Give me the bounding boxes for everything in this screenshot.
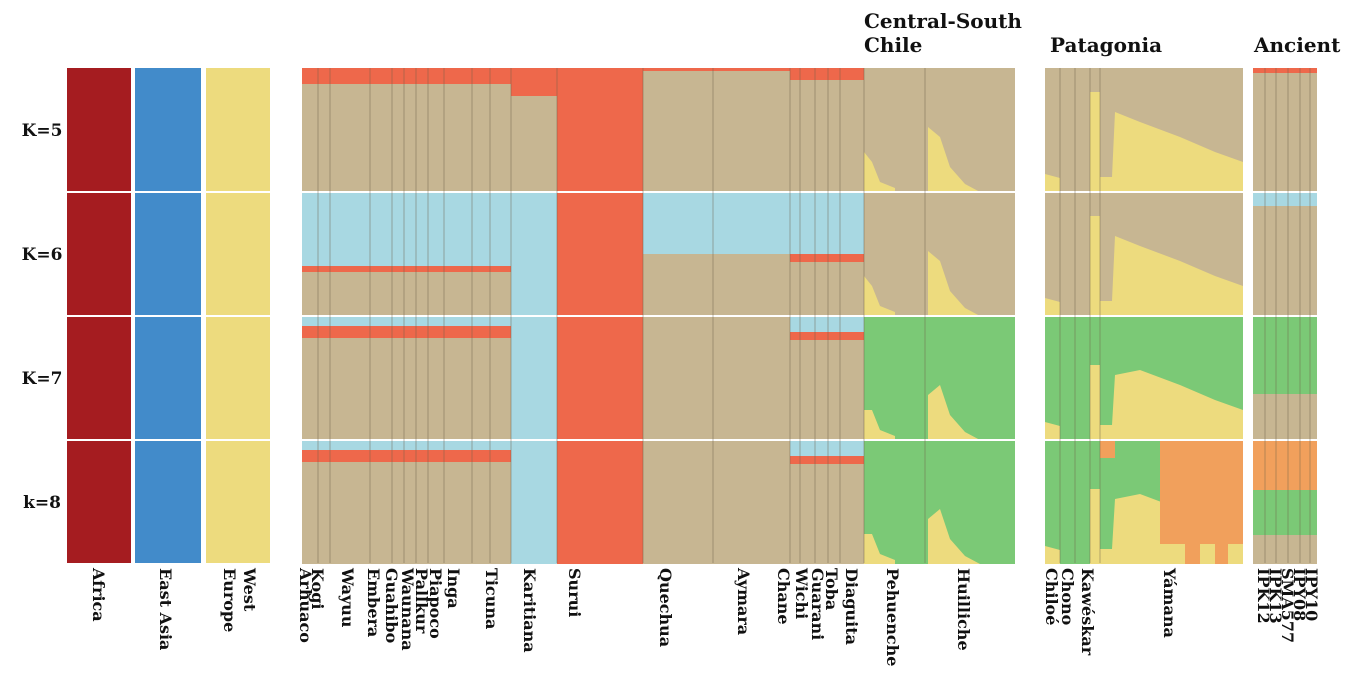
- population-label: Inga: [444, 568, 463, 609]
- population-label: Pehuenche: [883, 568, 902, 666]
- population-label: Waunana: [398, 567, 417, 651]
- ancestry-block: [790, 254, 864, 262]
- population-label: Arhuaco: [296, 567, 315, 643]
- ancestry-block: [790, 316, 864, 332]
- ancestry-block: [1045, 422, 1060, 440]
- population-label: Guahibo: [382, 568, 401, 644]
- ancestry-block: [1253, 68, 1317, 73]
- population-label: Kawéskar: [1078, 568, 1097, 656]
- ancestry-block: [302, 192, 511, 266]
- ancestry-block: [1253, 316, 1317, 394]
- ancestry-block: [1045, 546, 1060, 564]
- population-label: Toba: [822, 568, 841, 610]
- group-header: Chile: [864, 33, 922, 57]
- ancestry-block: [790, 332, 864, 340]
- population-label: IPK12: [1254, 568, 1273, 624]
- group-header: Central-South: [864, 9, 1022, 33]
- ancestry-block: [928, 385, 980, 440]
- row-label: K=7: [22, 369, 63, 389]
- ancestry-block: [1253, 192, 1317, 316]
- reference-label: Africa: [89, 567, 108, 622]
- ancestry-block: [790, 440, 864, 456]
- ancestry-block: [557, 192, 643, 316]
- population-label: Chane: [774, 568, 793, 625]
- population-label: Karitiana: [520, 568, 539, 653]
- population-label: Chiloé: [1042, 568, 1061, 625]
- ancestry-block: [302, 450, 511, 462]
- row-label: K=5: [22, 121, 63, 141]
- population-label: Pallkur: [412, 568, 431, 634]
- ancestry-block: [790, 456, 864, 464]
- ancestry-block: [302, 440, 511, 450]
- ancestry-block: [1253, 490, 1317, 535]
- ancestry-block: [864, 410, 895, 440]
- population-label: SMA577: [1278, 568, 1297, 643]
- population-label: Piapoco: [426, 568, 445, 639]
- ancestry-block: [557, 440, 643, 564]
- ancestry-block: [1160, 440, 1243, 544]
- ancestry-block: [928, 127, 980, 192]
- population-label: Ticuna: [482, 568, 501, 629]
- ancestry-block: [302, 326, 511, 338]
- population-label: Huilliche: [954, 568, 973, 651]
- ancestry-block: [511, 316, 557, 440]
- population-label: Wichi: [792, 567, 811, 619]
- ancestry-block: [1090, 365, 1243, 440]
- population-label: IPK13: [1266, 568, 1285, 624]
- ancestry-block: [1090, 216, 1243, 316]
- ancestry-block: [511, 68, 557, 96]
- ancestry-block: [302, 316, 511, 326]
- population-label: Kogi: [308, 568, 327, 610]
- reference-label: West: [240, 567, 259, 612]
- population-label: Guarani: [808, 568, 827, 640]
- population-label: IPY08: [1290, 568, 1309, 621]
- ancestry-block: [1253, 68, 1317, 192]
- ancestry-block: [302, 68, 511, 84]
- ancestry-block: [511, 96, 557, 192]
- population-label: Chono: [1058, 568, 1077, 626]
- ancestry-block: [928, 251, 980, 316]
- population-label: IPY10: [1302, 568, 1321, 621]
- bars: [60, 68, 1320, 564]
- population-label: Diaguita: [842, 568, 861, 645]
- ancestry-block: [1215, 544, 1228, 564]
- ancestry-block: [643, 192, 864, 254]
- ancestry-block: [1253, 192, 1317, 206]
- row-label: K=6: [22, 245, 63, 265]
- ancestry-block: [928, 509, 980, 564]
- ancestry-block: [1185, 544, 1200, 564]
- ancestry-block: [302, 68, 864, 71]
- ancestry-block: [1045, 174, 1060, 192]
- population-label: Wayuu: [338, 567, 357, 628]
- row-label: k=8: [23, 493, 61, 513]
- population-label: Aymara: [734, 567, 753, 635]
- population-label: Surui: [565, 568, 584, 617]
- ancestry-block: [864, 276, 895, 316]
- population-label: Embera: [364, 568, 383, 637]
- ancestry-block: [1253, 440, 1317, 490]
- ancestry-block: [557, 316, 643, 440]
- ancestry-block: [557, 68, 643, 192]
- ancestry-block: [1090, 92, 1243, 192]
- population-label: Yámana: [1160, 567, 1179, 638]
- ancestry-block: [1100, 440, 1115, 458]
- ancestry-block: [511, 192, 557, 316]
- population-label: Quechua: [656, 568, 675, 647]
- ancestry-block: [864, 534, 895, 564]
- group-header: Ancient: [1253, 33, 1341, 57]
- group-header: Patagonia: [1050, 33, 1162, 57]
- ancestry-block: [864, 152, 895, 192]
- ancestry-block: [1045, 298, 1060, 316]
- ancestry-block: [302, 266, 511, 272]
- ancestry-block: [511, 440, 557, 564]
- reference-label: Europe: [220, 568, 239, 632]
- reference-label: East Asia: [156, 568, 175, 650]
